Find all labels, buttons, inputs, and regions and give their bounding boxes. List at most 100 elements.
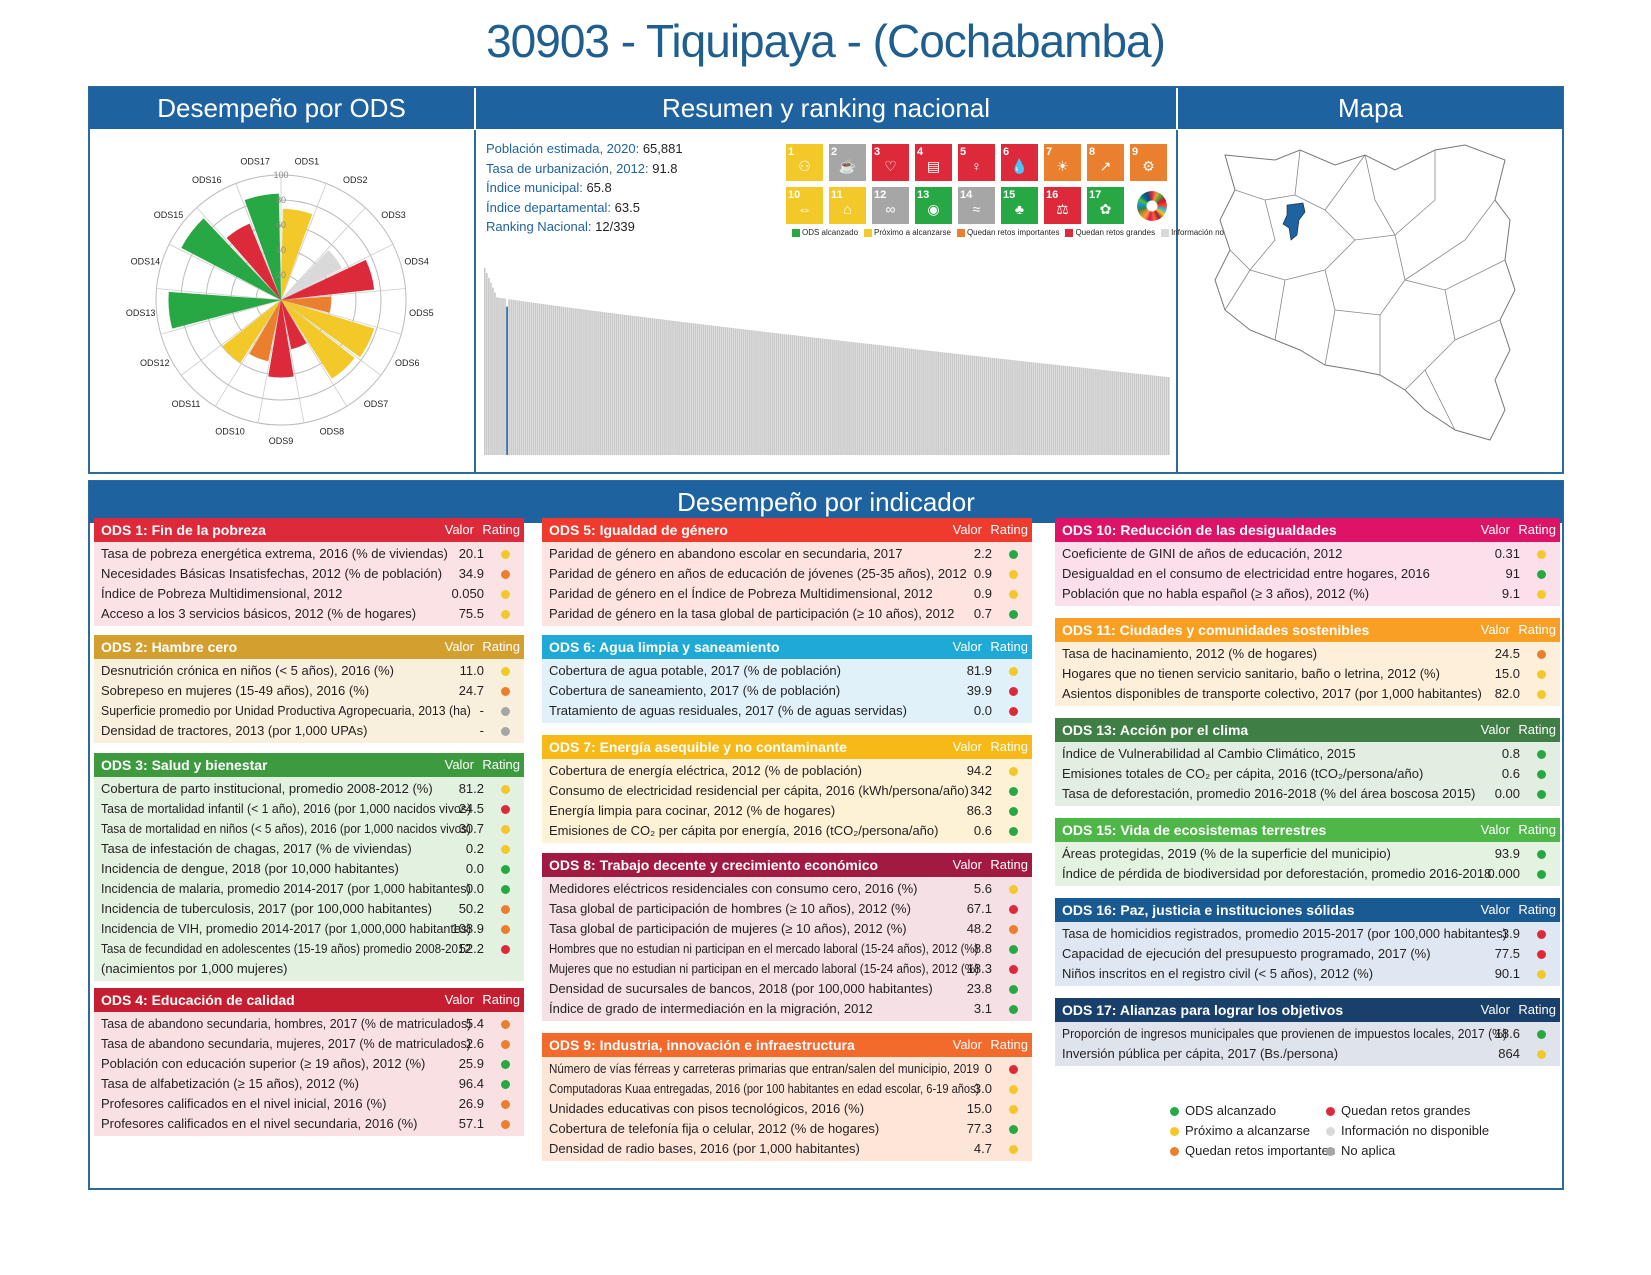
indicator-row: Densidad de sucursales de bancos, 2018 (… <box>542 979 1032 999</box>
ranking-bar <box>613 313 616 455</box>
ranking-bar <box>789 334 792 455</box>
rating-dot-orange <box>501 687 510 696</box>
indicator-label: Coeficiente de GINI de años de educación… <box>1062 546 1343 561</box>
ranking-bar <box>738 328 741 455</box>
ranking-bar <box>848 341 850 455</box>
indicator-label: Incidencia de tuberculosis, 2017 (por 10… <box>101 901 432 916</box>
ranking-bar <box>852 342 854 455</box>
indicator-row: Tasa de hacinamiento, 2012 (% de hogares… <box>1055 644 1560 664</box>
rating-dot-orange <box>501 925 510 934</box>
ranking-bar <box>544 304 547 455</box>
indicator-row: Cobertura de parto institucional, promed… <box>94 779 524 799</box>
rating-dot-yellow <box>501 667 510 676</box>
indicator-box-ods13: ODS 13: Acción por el clima Valor Rating Ín… <box>1055 718 1560 806</box>
ranking-bar <box>728 327 731 455</box>
rating-dot-green <box>1537 790 1546 799</box>
ranking-bar <box>653 318 656 455</box>
polar-spoke <box>280 299 348 407</box>
sdg-goal-icon: ♣ <box>1014 201 1025 217</box>
indicator-value: 24.5 <box>1494 646 1520 661</box>
rating-dot-yellow <box>1537 970 1546 979</box>
ranking-bar <box>617 313 620 455</box>
polar-spoke <box>160 299 282 335</box>
indicator-value: 48.2 <box>966 921 992 936</box>
ranking-bar <box>1038 362 1041 455</box>
rating-dot-orange <box>501 1100 510 1109</box>
ranking-bar <box>635 316 638 455</box>
ranking-bar <box>921 349 923 455</box>
sdg-tile-2: 2 ☕ <box>829 144 866 181</box>
indicator-label: Paridad de género en abandono escolar en… <box>549 546 903 561</box>
ranking-bar <box>915 349 917 455</box>
ranking-bar <box>488 277 490 455</box>
indicator-value: 0.9 <box>973 566 992 581</box>
ranking-bar <box>1129 372 1132 455</box>
ranking-bar <box>1032 362 1035 455</box>
summary-label: Índice municipal: <box>486 180 587 195</box>
indicator-row: Tasa de deforestación, promedio 2016-201… <box>1055 784 1560 804</box>
ranking-bar <box>1024 361 1026 455</box>
ranking-bar <box>991 357 994 455</box>
indicator-label: Medidores eléctricos residenciales con c… <box>549 881 918 896</box>
rating-dot-red <box>501 805 510 814</box>
ranking-bar <box>945 352 948 455</box>
polar-bar-ods16 <box>226 223 281 300</box>
summary-line: Índice departamental: 63.5 <box>486 200 640 215</box>
ranking-bar <box>969 355 972 455</box>
ranking-bar <box>641 317 644 455</box>
rating-dot-yellow <box>1009 570 1018 579</box>
ranking-bar <box>876 344 879 455</box>
ranking-bar <box>896 347 899 455</box>
polar-tick-label: 40 <box>276 245 286 255</box>
indicator-label: Asientos disponibles de transporte colec… <box>1062 686 1482 701</box>
ranking-bar <box>819 338 822 455</box>
ranking-bar <box>985 357 988 455</box>
indicator-label: Tasa de mortalidad infantil (< 1 año), 2… <box>101 801 472 816</box>
indicator-box-header: ODS 4: Educación de calidad Valor Rating <box>94 988 524 1012</box>
map-header: Mapa <box>1178 87 1563 129</box>
ranking-bar <box>947 352 950 455</box>
rating-dot-yellow <box>501 550 510 559</box>
sdg-tile-14: 14 ≈ <box>958 187 995 224</box>
ranking-bar <box>696 323 699 455</box>
ranking-bar <box>884 345 887 455</box>
rating-dot-green <box>501 1080 510 1089</box>
ranking-bar <box>773 332 775 455</box>
ranking-bar <box>983 356 986 455</box>
rating-dot-red <box>1537 950 1546 959</box>
ranking-bar <box>793 335 796 455</box>
ranking-bar <box>694 323 697 455</box>
legend-dot <box>1326 1107 1335 1117</box>
indicator-label: Desnutrición crónica en niños (< 5 años)… <box>101 663 395 678</box>
ranking-bar <box>1020 360 1022 455</box>
indicator-row: Medidores eléctricos residenciales con c… <box>542 879 1032 899</box>
legend-item: ODS alcanzado <box>1170 1103 1276 1118</box>
indicator-value: 81.9 <box>966 663 992 678</box>
ranking-bar <box>743 329 745 455</box>
indicator-box-header: ODS 6: Agua limpia y saneamiento Valor Rat… <box>542 635 1032 659</box>
ranking-bar <box>888 346 891 455</box>
polar-tick-label: 20 <box>276 270 286 280</box>
indicator-row: Proporción de ingresos municipales que p… <box>1055 1024 1560 1044</box>
ranking-bar <box>676 321 678 455</box>
ranking-bar <box>1076 367 1079 455</box>
indicator-value: 2.2 <box>973 546 992 561</box>
ranking-bar <box>591 310 593 455</box>
indicator-value: 15.0 <box>966 1101 992 1116</box>
indicator-row: Densidad de tractores, 2013 (por 1,000 U… <box>94 721 524 741</box>
ranking-bar <box>718 326 721 455</box>
sdg-goal-icon: ✿ <box>1099 201 1112 217</box>
ranking-bar <box>1080 367 1083 455</box>
ranking-bar <box>684 322 686 455</box>
indicator-row: Capacidad de ejecución del presupuesto p… <box>1055 944 1560 964</box>
indicator-row: Cobertura de agua potable, 2017 (% de po… <box>542 661 1032 681</box>
sdg-goal-icon: ↗ <box>1099 158 1112 174</box>
indicator-row: Emisiones de CO₂ per cápita por energía,… <box>542 821 1032 841</box>
ranking-bar <box>759 331 761 455</box>
ranking-bar <box>979 356 982 455</box>
legend-dot <box>1170 1147 1179 1157</box>
polar-category-label: ODS1 <box>295 156 320 166</box>
indicator-box-title: ODS 17: Alianzas para lograr los objetiv… <box>1062 1002 1344 1018</box>
rating-dot-orange <box>501 570 510 579</box>
indicator-label: Índice de grado de intermediación en la … <box>549 1001 873 1016</box>
